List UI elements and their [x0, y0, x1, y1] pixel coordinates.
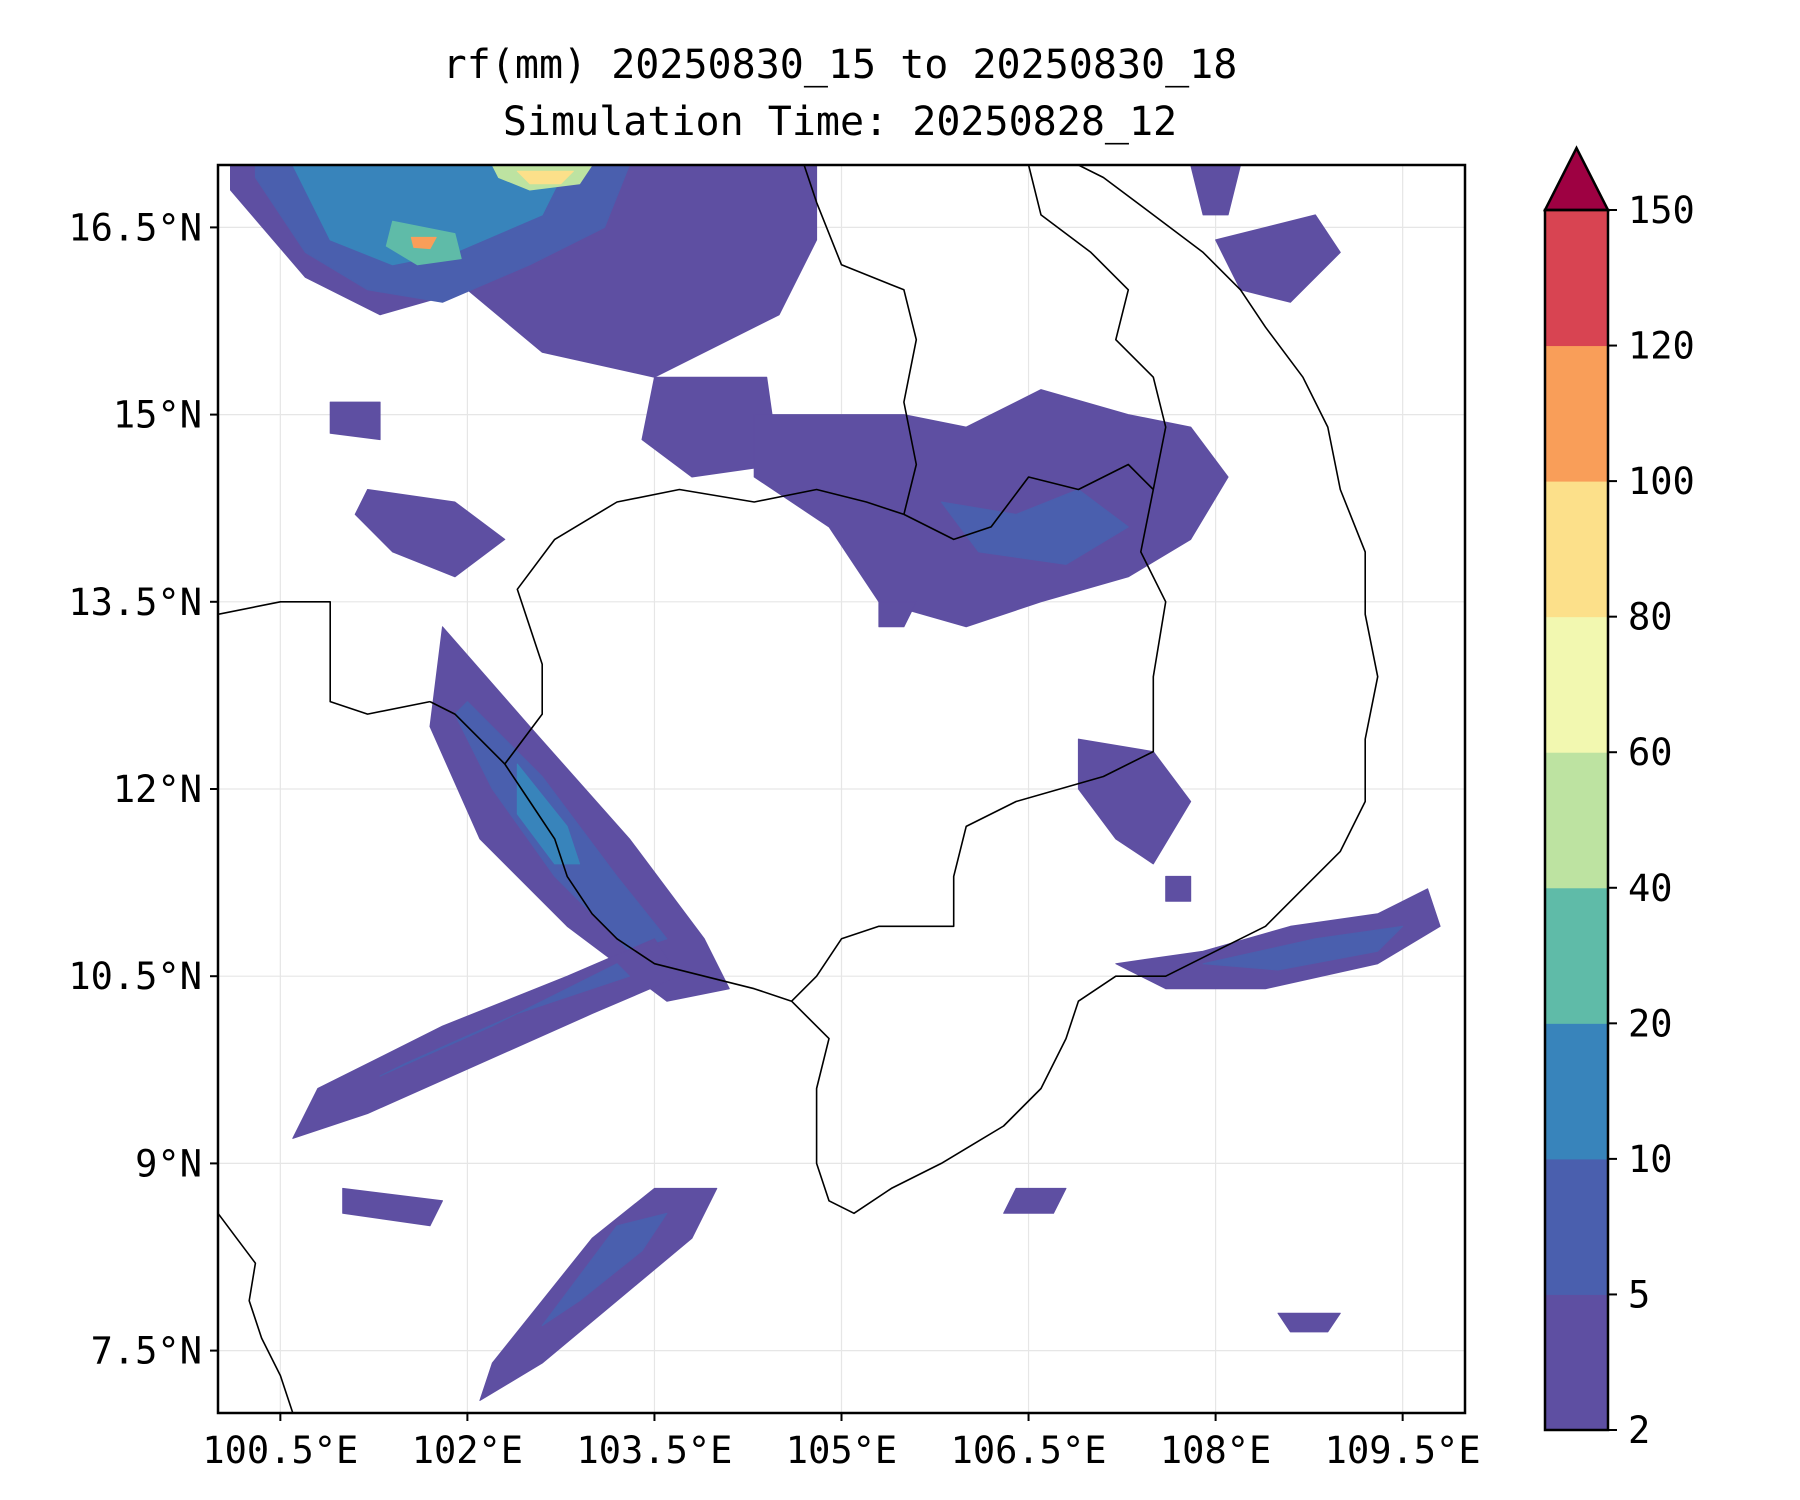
- gulf-streak-rain-patch: [379, 963, 630, 1077]
- colorbar-segment: [1545, 1294, 1608, 1431]
- border-cambodia-vietnam: [791, 489, 1167, 1002]
- latitude-axis: 7.5°N 9°N 10.5°N 12°N 13.5°N 15°N 16.5°N: [68, 206, 218, 1373]
- east-coast-band-rain-patch: [1202, 925, 1404, 971]
- gulf-coast-band-rain-patch: [429, 626, 730, 1002]
- colorbar-tick-label: 60: [1628, 731, 1673, 774]
- coastlines-and-borders: [218, 165, 1379, 1413]
- colorbar-tick-label: 20: [1628, 1002, 1673, 1045]
- colorbar-segment: [1545, 481, 1608, 618]
- east-coast-band-rain-patch: [1115, 888, 1441, 990]
- x-tick-label: 102°E: [412, 1429, 523, 1472]
- title-line-2: Simulation Time: 20250828_12: [503, 99, 1177, 145]
- colorbar-segment: [1545, 1158, 1608, 1295]
- colorbar-extend-arrow: [1542, 145, 1611, 212]
- small-isolated-rain-patch: [329, 401, 381, 441]
- colorbar-tick-label: 150: [1628, 189, 1695, 232]
- colorbar: 2 5 10 20 40 60 80 100 120 150: [1542, 145, 1695, 1452]
- y-tick-label: 7.5°N: [91, 1330, 202, 1373]
- small-isolated-rain-patch: [1277, 1312, 1341, 1333]
- x-tick-label: 109.5°E: [1325, 1429, 1481, 1472]
- colorbar-tick-label: 80: [1628, 596, 1673, 639]
- x-tick-label: 100.5°E: [202, 1429, 358, 1472]
- small-isolated-rain-patch: [342, 1187, 443, 1227]
- y-tick-label: 9°N: [135, 1142, 202, 1185]
- colorbar-tick-label: 10: [1628, 1138, 1673, 1181]
- x-tick-label: 106.5°E: [951, 1429, 1107, 1472]
- colorbar-tick-label: 40: [1628, 867, 1673, 910]
- y-tick-label: 10.5°N: [68, 955, 202, 998]
- west-small-patch-rain-patch: [354, 489, 506, 578]
- nw-heavy-band-rain-patch: [516, 170, 574, 185]
- y-tick-label: 16.5°N: [68, 206, 202, 249]
- colorbar-tick-label: 100: [1628, 460, 1695, 503]
- y-tick-label: 15°N: [113, 394, 202, 437]
- border-thai-laos: [803, 165, 918, 515]
- ne-patch-rain-patch: [1215, 214, 1341, 303]
- colorbar-segment: [1545, 616, 1608, 753]
- coastline-malay-thai: [218, 1212, 294, 1413]
- colorbar-segment: [1545, 1023, 1608, 1160]
- rainfall-contours: [230, 165, 1441, 1401]
- colorbar-tick-label: 5: [1628, 1273, 1650, 1316]
- colorbar-frame: [1543, 208, 1610, 1432]
- x-tick-label: 105°E: [786, 1429, 897, 1472]
- colorbar-segment: [1545, 752, 1608, 889]
- small-isolated-rain-patch: [1165, 875, 1192, 902]
- y-tick-label: 13.5°N: [68, 581, 202, 624]
- central-band-rain-patch: [753, 389, 1229, 628]
- longitude-axis: 100.5°E 102°E 103.5°E 105°E 106.5°E 108°E 109.…: [202, 1413, 1481, 1472]
- colorbar-segment: [1545, 210, 1608, 347]
- small-isolated-rain-patch: [1003, 1187, 1067, 1214]
- southern-blob-rain-patch: [541, 1212, 668, 1327]
- y-tick-label: 12°N: [113, 768, 202, 811]
- colorbar-segment: [1545, 887, 1608, 1024]
- map-panel: 100.5°E 102°E 103.5°E 105°E 106.5°E 108°E 109.…: [68, 163, 1481, 1472]
- border-laos-vietnam: [1027, 165, 1167, 490]
- colorbar-segment: [1545, 345, 1608, 482]
- border-laos-cambodia: [903, 463, 1154, 541]
- title-line-1: rf(mm) 20250830_15 to 20250830_18: [443, 42, 1238, 88]
- coastline-thai-cambodia-vn: [429, 165, 1379, 1215]
- ne-patch-rain-patch: [1190, 165, 1241, 216]
- small-isolated-rain-patch: [878, 601, 917, 628]
- colorbar-tick-label: 2: [1628, 1409, 1650, 1452]
- laos-south-band-rain-patch: [641, 376, 780, 478]
- border-thai-myanmar: [218, 600, 431, 715]
- x-tick-label: 103.5°E: [576, 1429, 732, 1472]
- gulf-coast-band-rain-patch: [516, 763, 581, 865]
- border-thai-cambodia: [504, 488, 905, 765]
- x-tick-label: 108°E: [1160, 1429, 1271, 1472]
- southern-blob-rain-patch: [479, 1187, 718, 1401]
- colorbar-tick-label: 120: [1628, 325, 1695, 368]
- central-band-rain-patch: [940, 489, 1129, 565]
- nw-heavy-band-rain-patch: [410, 236, 437, 250]
